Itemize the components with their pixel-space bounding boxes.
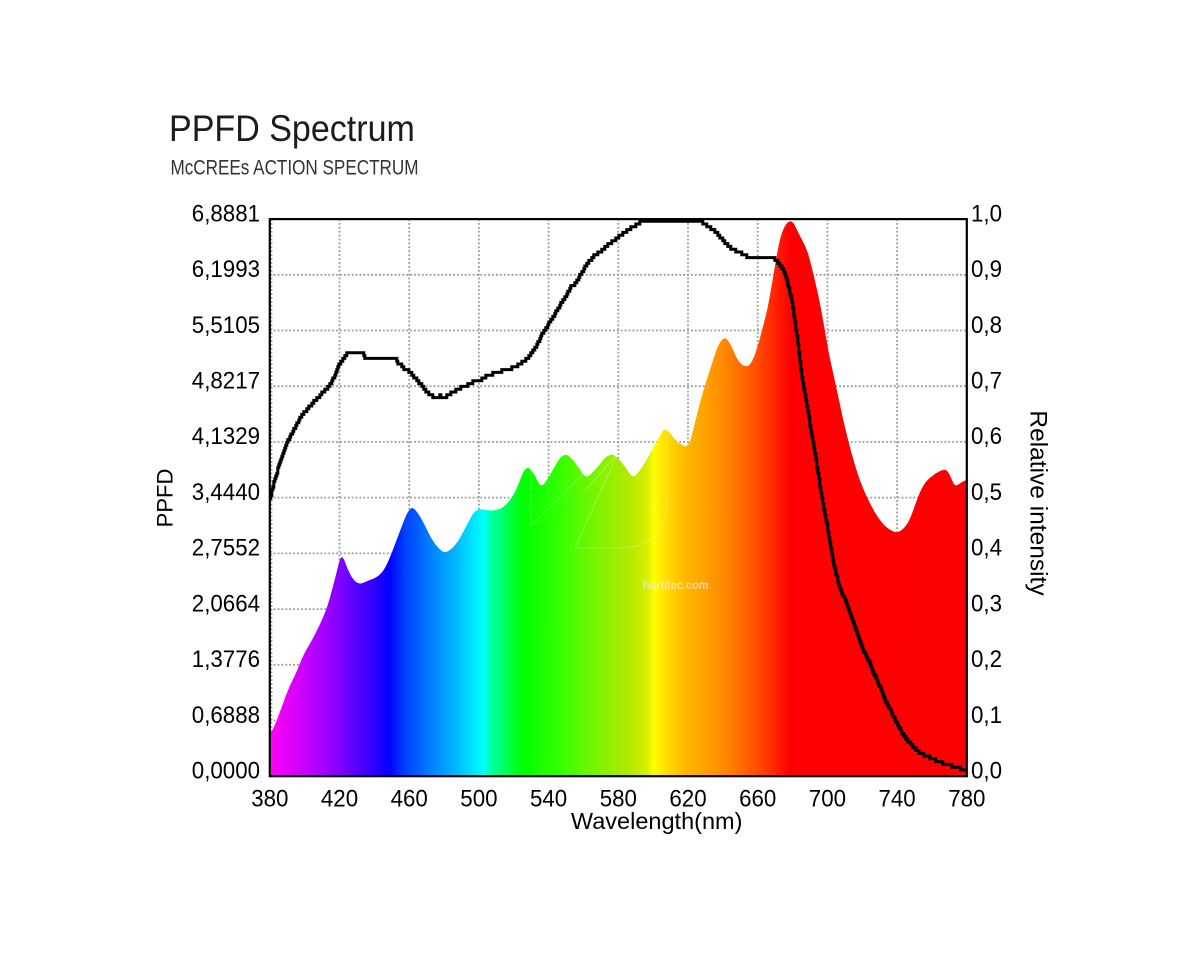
- svg-text:740: 740: [878, 785, 915, 812]
- svg-text:380: 380: [251, 785, 288, 812]
- svg-text:0,3: 0,3: [971, 590, 1002, 617]
- svg-text:4,1329: 4,1329: [192, 422, 260, 449]
- svg-text:460: 460: [391, 785, 428, 812]
- svg-text:0,8: 0,8: [971, 311, 1002, 338]
- svg-text:4,8217: 4,8217: [192, 367, 260, 394]
- svg-text:0,9: 0,9: [971, 255, 1002, 282]
- svg-text:PPFD: PPFD: [153, 469, 178, 528]
- svg-text:hortitec.com: hortitec.com: [643, 580, 709, 592]
- svg-text:PPFD Spectrum: PPFD Spectrum: [169, 108, 415, 150]
- svg-text:6,8881: 6,8881: [192, 200, 260, 227]
- svg-text:Relative intensity: Relative intensity: [1025, 410, 1052, 596]
- svg-text:0,5: 0,5: [971, 478, 1002, 505]
- svg-text:660: 660: [739, 785, 776, 812]
- svg-text:500: 500: [460, 785, 497, 812]
- svg-text:700: 700: [809, 785, 846, 812]
- svg-text:0,0000: 0,0000: [192, 757, 260, 784]
- svg-text:0,1: 0,1: [971, 701, 1002, 728]
- svg-text:780: 780: [948, 785, 985, 812]
- svg-text:Wavelength(nm): Wavelength(nm): [571, 808, 743, 834]
- svg-text:620: 620: [669, 785, 706, 812]
- svg-text:0,0: 0,0: [971, 757, 1002, 784]
- svg-text:5,5105: 5,5105: [192, 311, 260, 338]
- svg-text:McCREEs ACTION SPECTRUM: McCREEs ACTION SPECTRUM: [171, 157, 419, 180]
- svg-text:1,3776: 1,3776: [192, 645, 260, 672]
- svg-text:580: 580: [600, 785, 637, 812]
- svg-text:0,7: 0,7: [971, 367, 1002, 394]
- svg-text:2,7552: 2,7552: [192, 534, 260, 561]
- svg-text:0,6888: 0,6888: [192, 701, 260, 728]
- svg-text:6,1993: 6,1993: [192, 255, 260, 282]
- svg-text:0,4: 0,4: [971, 534, 1002, 561]
- svg-text:420: 420: [321, 785, 358, 812]
- svg-text:540: 540: [530, 785, 567, 812]
- svg-text:3,4440: 3,4440: [192, 478, 260, 505]
- svg-text:1,0: 1,0: [971, 200, 1002, 227]
- svg-text:2,0664: 2,0664: [192, 590, 260, 617]
- svg-text:0,2: 0,2: [971, 645, 1002, 672]
- svg-text:0,6: 0,6: [971, 422, 1002, 449]
